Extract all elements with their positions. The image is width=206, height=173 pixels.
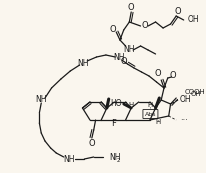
Text: O: O bbox=[153, 70, 160, 79]
Text: OH: OH bbox=[189, 91, 200, 97]
Text: O: O bbox=[140, 21, 147, 30]
Text: H: H bbox=[147, 102, 152, 108]
Text: ···: ··· bbox=[179, 116, 187, 125]
Text: NH: NH bbox=[77, 58, 89, 67]
Text: O: O bbox=[168, 71, 175, 80]
Text: NH: NH bbox=[109, 153, 121, 162]
Text: O: O bbox=[120, 57, 126, 66]
Text: O: O bbox=[109, 25, 115, 34]
Text: Abs: Abs bbox=[144, 112, 155, 116]
Text: O: O bbox=[127, 3, 134, 12]
Text: H: H bbox=[155, 119, 160, 125]
Text: COOH: COOH bbox=[184, 89, 204, 95]
Text: OH: OH bbox=[179, 95, 191, 104]
Text: O: O bbox=[174, 7, 180, 16]
Text: NH: NH bbox=[63, 154, 75, 163]
Text: NH: NH bbox=[113, 52, 124, 61]
FancyBboxPatch shape bbox=[142, 110, 157, 119]
Text: OH: OH bbox=[187, 16, 198, 25]
Text: HO: HO bbox=[110, 98, 121, 107]
Text: F: F bbox=[110, 120, 115, 129]
Text: NH: NH bbox=[123, 45, 135, 54]
Text: NH: NH bbox=[35, 95, 47, 104]
Text: 2: 2 bbox=[117, 157, 120, 162]
Text: H: H bbox=[128, 102, 133, 108]
Text: O: O bbox=[88, 139, 95, 148]
